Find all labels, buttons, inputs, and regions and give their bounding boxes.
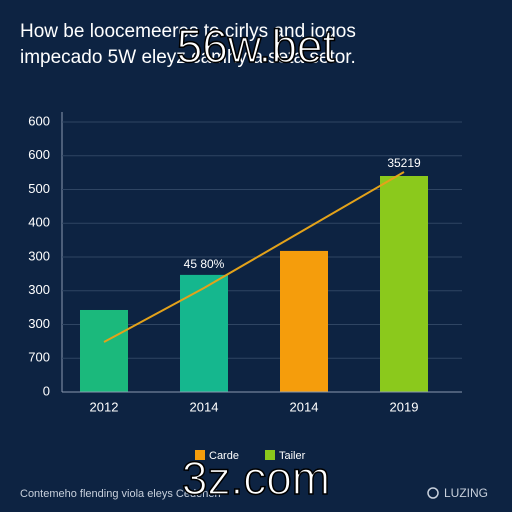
watermark: 56w.bet (177, 20, 336, 72)
y-tick-label: 600 (28, 113, 50, 128)
annotation: 35219 (387, 156, 421, 170)
legend-label: Carde (209, 450, 239, 462)
y-tick-label: 400 (28, 215, 50, 230)
legend-label: Tailer (279, 450, 306, 462)
y-tick-label: 300 (28, 282, 50, 297)
y-tick-label: 600 (28, 147, 50, 162)
bar (180, 274, 228, 392)
y-tick-label: 700 (28, 350, 50, 365)
bar (80, 309, 128, 392)
bar (280, 250, 328, 392)
x-tick-label: 2014 (290, 399, 319, 414)
annotation: 45 80% (184, 257, 225, 271)
footer: Contemeho flending viola eleys Cedeneh (20, 488, 221, 500)
trend-line (103, 171, 405, 343)
y-tick-label: 500 (28, 181, 50, 196)
bar (380, 176, 428, 392)
legend-swatch (265, 450, 275, 460)
y-tick-label: 300 (28, 316, 50, 331)
chart-title: How be loocemeeres to cirlys and jogos (20, 21, 356, 42)
chart-title: impecado 5W eleyz camhy a seta setor. (20, 47, 356, 68)
y-tick-label: 0 (43, 383, 50, 398)
watermark: 3z.com (182, 452, 330, 504)
legend-swatch (195, 450, 205, 460)
x-tick-label: 2014 (190, 399, 219, 414)
x-tick-label: 2019 (390, 399, 419, 414)
brand: LUZING (444, 486, 488, 500)
y-tick-label: 300 (28, 248, 50, 263)
x-tick-label: 2012 (90, 399, 119, 414)
brand-icon (427, 487, 439, 499)
